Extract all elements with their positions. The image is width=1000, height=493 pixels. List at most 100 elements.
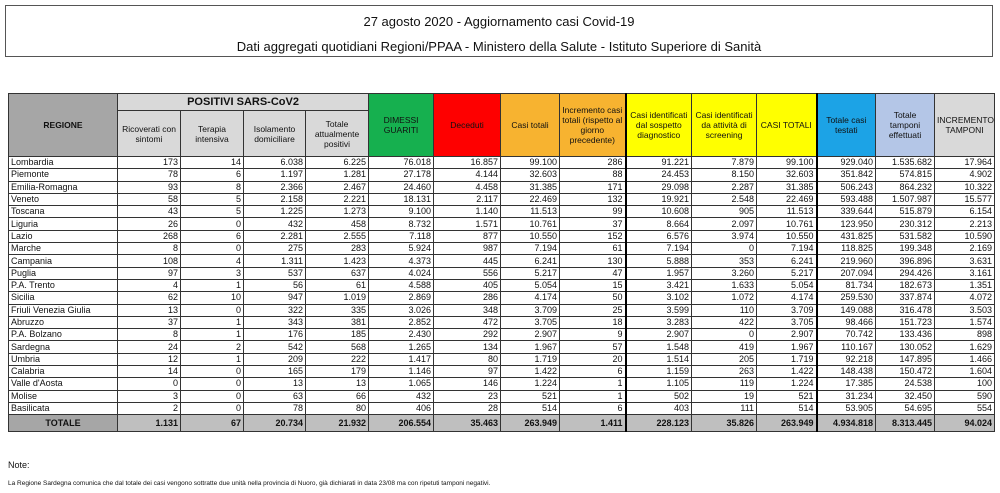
value-cell: 32.450 <box>875 389 936 403</box>
value-cell: 25 <box>559 303 627 317</box>
value-cell: 35.826 <box>691 414 758 433</box>
region-name-cell: Valle d'Aosta <box>8 377 118 391</box>
value-cell: 864.232 <box>875 180 936 194</box>
value-cell: 0 <box>691 328 758 342</box>
value-cell: 23 <box>433 389 502 403</box>
value-cell: 4.072 <box>934 291 996 305</box>
value-cell: 8 <box>117 242 181 256</box>
value-cell: 2 <box>180 340 244 354</box>
value-cell: 1 <box>180 278 244 293</box>
report-title: 27 agosto 2020 - Aggiornamento casi Covi… <box>363 14 635 29</box>
header-tamponi: Totale tamponi effettuati <box>875 93 936 157</box>
value-cell: 1.719 <box>756 352 818 367</box>
value-cell: 531.582 <box>875 229 936 244</box>
value-cell: 1 <box>180 328 244 342</box>
value-cell: 165 <box>243 365 306 379</box>
value-cell: 2.169 <box>934 242 996 256</box>
value-cell: 515.879 <box>875 205 936 219</box>
value-cell: 5.888 <box>625 254 693 268</box>
value-cell: 21.932 <box>304 414 370 433</box>
value-cell: 66 <box>304 389 370 403</box>
value-cell: 3.260 <box>691 266 758 280</box>
value-cell: 10.322 <box>934 180 996 194</box>
value-cell: 133.436 <box>875 328 936 342</box>
value-cell: 61 <box>559 242 627 256</box>
value-cell: 209 <box>243 352 306 367</box>
value-cell: 10.590 <box>934 229 996 244</box>
value-cell: 3.974 <box>691 229 758 244</box>
value-cell: 11.513 <box>756 205 818 219</box>
value-cell: 292 <box>433 328 502 342</box>
region-name-cell: TOTALE <box>8 414 118 433</box>
value-cell: 207.094 <box>816 266 877 280</box>
value-cell: 405 <box>433 278 502 293</box>
value-cell: 2.555 <box>304 229 370 244</box>
value-cell: 502 <box>625 389 693 403</box>
region-name-cell: Sardegna <box>8 340 118 354</box>
value-cell: 1.065 <box>368 377 435 391</box>
value-cell: 98.466 <box>816 315 877 330</box>
value-cell: 1.574 <box>934 315 996 330</box>
value-cell: 70.742 <box>816 328 877 342</box>
value-cell: 1.146 <box>368 365 435 379</box>
value-cell: 1.967 <box>756 340 818 354</box>
value-cell: 275 <box>243 242 306 256</box>
value-cell: 4.174 <box>500 291 561 305</box>
region-name-cell: Puglia <box>8 266 118 280</box>
value-cell: 130 <box>559 254 627 268</box>
value-cell: 3.283 <box>625 315 693 330</box>
table-row: Emilia-Romagna 93 8 2.366 2.467 24.460 4.458 31… <box>8 180 996 194</box>
value-cell: 80 <box>433 352 502 367</box>
value-cell: 7.879 <box>691 155 758 170</box>
value-cell: 1.224 <box>500 377 561 391</box>
value-cell: 431.825 <box>816 229 877 244</box>
value-cell: 987 <box>433 242 502 256</box>
value-cell: 3.026 <box>368 303 435 317</box>
table-row: Marche 8 0 275 283 5.924 987 7.194 61 7.194 0 7.194… <box>8 242 996 256</box>
value-cell: 6.225 <box>304 155 370 170</box>
region-name-cell: Lazio <box>8 229 118 244</box>
value-cell: 554 <box>934 401 996 416</box>
header-incremento: Incremento casi totali (rispetto al gior… <box>559 93 627 157</box>
region-name-cell: Calabria <box>8 365 118 379</box>
value-cell: 3 <box>180 266 244 280</box>
value-cell: 88 <box>559 168 627 182</box>
value-cell: 228.123 <box>625 414 693 433</box>
value-cell: 7.194 <box>625 242 693 256</box>
value-cell: 7.194 <box>756 242 818 256</box>
value-cell: 506.243 <box>816 180 877 194</box>
value-cell: 556 <box>433 266 502 280</box>
value-cell: 99.100 <box>756 155 818 170</box>
value-cell: 92.218 <box>816 352 877 367</box>
value-cell: 877 <box>433 229 502 244</box>
value-cell: 2.366 <box>243 180 306 194</box>
value-cell: 2.287 <box>691 180 758 194</box>
value-cell: 119 <box>691 377 758 391</box>
value-cell: 222 <box>304 352 370 367</box>
value-cell: 5 <box>180 192 244 207</box>
value-cell: 152 <box>559 229 627 244</box>
value-cell: 8.664 <box>625 217 693 231</box>
value-cell: 6 <box>180 168 244 182</box>
value-cell: 17.964 <box>934 155 996 170</box>
header-isolamento: Isolamento domiciliare <box>243 110 306 157</box>
header-screening: Casi identificati da attività di screeni… <box>691 93 758 157</box>
value-cell: 134 <box>433 340 502 354</box>
table-row: Umbria 12 1 209 222 1.417 80 1.719 20 1.514 205 1.7… <box>8 352 996 367</box>
value-cell: 219.960 <box>816 254 877 268</box>
value-cell: 4.458 <box>433 180 502 194</box>
value-cell: 6.241 <box>500 254 561 268</box>
value-cell: 2.097 <box>691 217 758 231</box>
value-cell: 2.117 <box>433 192 502 207</box>
table-row: Lombardia 173 14 6.038 6.225 76.018 16.857 99.1… <box>8 155 996 170</box>
value-cell: 542 <box>243 340 306 354</box>
value-cell: 81.734 <box>816 278 877 293</box>
value-cell: 1.072 <box>691 291 758 305</box>
value-cell: 19 <box>691 389 758 403</box>
value-cell: 6.576 <box>625 229 693 244</box>
value-cell: 37 <box>117 315 181 330</box>
value-cell: 18 <box>559 315 627 330</box>
value-cell: 4.373 <box>368 254 435 268</box>
region-name-cell: Campania <box>8 254 118 268</box>
value-cell: 403 <box>625 401 693 416</box>
